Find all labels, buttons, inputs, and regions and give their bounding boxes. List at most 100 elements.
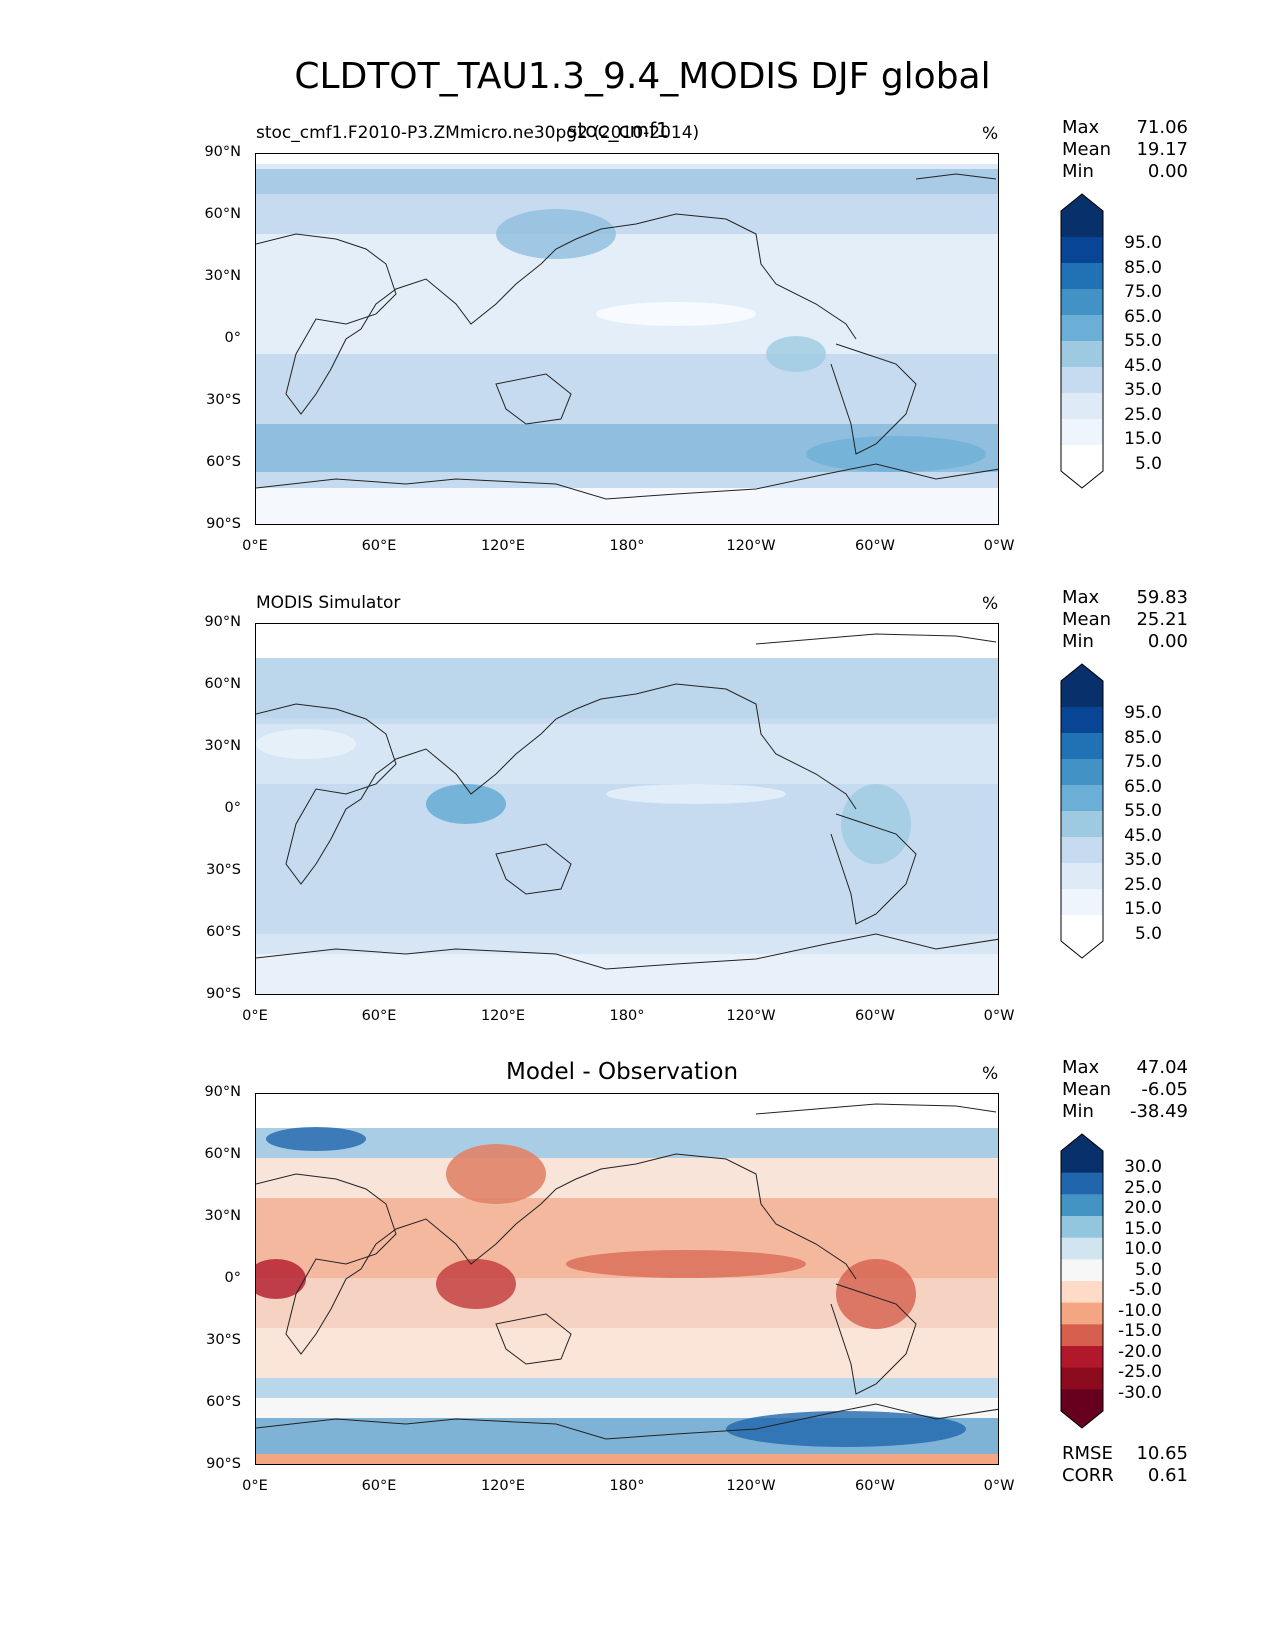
corr-value: 0.61 [1147,1465,1188,1486]
colorbar-tick-label: 25.0 [1124,404,1162,425]
lon-tick-60w: 60°W [854,1478,896,1494]
lat-tick-60s: 60°S [206,924,241,940]
lon-tick-0e: 0°E [242,1478,268,1494]
colorbar-segment [1061,863,1103,890]
colorbar-outline [1060,1133,1104,1429]
lon-tick-60e: 60°E [361,1008,397,1024]
panel-1-left-title: stoc_cmf1.F2010-P3.ZMmicro.ne30pg2 (2010… [256,123,700,143]
panel-3-colorbar-svg [1060,1133,1104,1429]
colorbar-segment [1061,367,1103,394]
panel-2-map [255,623,999,995]
panel-2-max-value: 59.83 [1136,587,1188,608]
lon-tick-180: 180° [609,538,645,554]
corr-label: CORR [1062,1465,1114,1486]
colorbar-segment [1061,1151,1103,1174]
panel-3-max-value: 47.04 [1136,1057,1188,1078]
panel-1-min-value: 0.00 [1147,161,1188,182]
colorbar-segment [1061,681,1103,708]
lat-tick-30n: 30°N [204,268,241,284]
colorbar-segment [1061,341,1103,368]
panel-1-mean-value: 19.17 [1136,139,1188,160]
panel-2-map-svg [256,624,998,994]
colorbar-tick-label: 75.0 [1124,752,1162,772]
panel-1-center-title: stoc_cmf1 [567,118,669,142]
lat-tick-60n: 60°N [204,1146,241,1162]
lon-tick-60e: 60°E [361,1478,397,1494]
lat-tick-0: 0° [224,800,241,816]
colorbar-segment [1061,1194,1103,1217]
panel-3-colorbar [1060,1133,1104,1429]
colorbar-segment [1061,759,1103,786]
colorbar-tick-label: 75.0 [1124,282,1162,302]
colorbar-tick-label: 10.0 [1124,1239,1162,1259]
colorbar-tick-label: 65.0 [1124,306,1162,327]
lat-tick-0: 0° [224,1270,241,1286]
lat-tick-90n: 90°N [204,144,241,160]
lon-tick-120w: 120°W [726,1478,776,1494]
colorbar-tick-label: 55.0 [1124,331,1162,351]
lon-tick-120e: 120°E [480,538,526,554]
lat-tick-30s: 30°S [206,862,241,878]
colorbar-segment [1061,1324,1103,1347]
colorbar-extend-top [1061,194,1103,211]
panel-1-mean-label: Mean [1062,139,1112,160]
lat-tick-30n: 30°N [204,738,241,754]
panel-1-max-label: Max [1062,117,1100,138]
panel-3-mean-label: Mean [1062,1079,1112,1100]
colorbar-segment [1061,263,1103,290]
colorbar-segment [1061,1237,1103,1260]
lon-tick-120w: 120°W [726,538,776,554]
panel-3-center-title: Model - Observation [506,1059,739,1085]
colorbar-tick-label: -15.0 [1118,1321,1162,1341]
panel-2-unit: % [982,594,999,614]
colorbar-extend-bottom [1061,471,1103,488]
colorbar-tick-label: 45.0 [1124,355,1162,376]
colorbar-segment [1061,315,1103,342]
colorbar-segment [1061,1346,1103,1369]
colorbar-segment [1061,211,1103,238]
panel-3-mean-value: -6.05 [1141,1079,1188,1100]
colorbar-segment [1061,1302,1103,1325]
lat-tick-60s: 60°S [206,1394,241,1410]
lon-tick-60e: 60°E [361,538,397,554]
panel-2-mean-value: 25.21 [1136,609,1188,630]
colorbar-tick-label: 85.0 [1124,727,1162,748]
colorbar-segment [1061,837,1103,864]
panel-1-colorbar-svg [1060,193,1104,489]
colorbar-tick-label: 55.0 [1124,801,1162,821]
lon-tick-0e: 0°E [242,1008,268,1024]
colorbar-segment [1061,733,1103,760]
colorbar-segment [1061,1281,1103,1304]
colorbar-tick-label: 35.0 [1124,850,1162,870]
lat-tick-90s: 90°S [206,1456,241,1472]
colorbar-tick-label: 65.0 [1124,776,1162,797]
colorbar-tick-label: -5.0 [1128,1280,1162,1300]
colorbar-segment [1061,785,1103,812]
colorbar-tick-label: 95.0 [1124,233,1162,253]
colorbar-outline [1060,193,1104,489]
lat-tick-90n: 90°N [204,614,241,630]
colorbar-tick-label: 30.0 [1124,1157,1162,1177]
lat-tick-90s: 90°S [206,516,241,532]
colorbar-extend-bottom [1061,941,1103,958]
panel-3-min-label: Min [1062,1101,1094,1122]
colorbar-tick-label: 25.0 [1124,1177,1162,1198]
colorbar-tick-label: 95.0 [1124,703,1162,723]
colorbar-tick-label: 15.0 [1124,429,1162,449]
colorbar-tick-label: -10.0 [1118,1300,1162,1321]
colorbar-tick-label: 15.0 [1124,1218,1162,1239]
panel-1-colorbar [1060,193,1104,489]
lon-tick-60w: 60°W [854,538,896,554]
lat-tick-30n: 30°N [204,1208,241,1224]
lat-tick-60n: 60°N [204,676,241,692]
colorbar-segment [1061,445,1103,472]
colorbar-tick-label: -20.0 [1118,1341,1162,1362]
colorbar-segment [1061,707,1103,734]
colorbar-segment [1061,1389,1103,1412]
lat-tick-90n: 90°N [204,1084,241,1100]
panel-1-map [255,153,999,525]
panel-3-unit: % [982,1064,999,1084]
panel-2-colorbar [1060,663,1104,959]
panel-2-mean-label: Mean [1062,609,1112,630]
panel-1: stoc_cmf1.F2010-P3.ZMmicro.ne30pg2 (2010… [0,0,1275,560]
